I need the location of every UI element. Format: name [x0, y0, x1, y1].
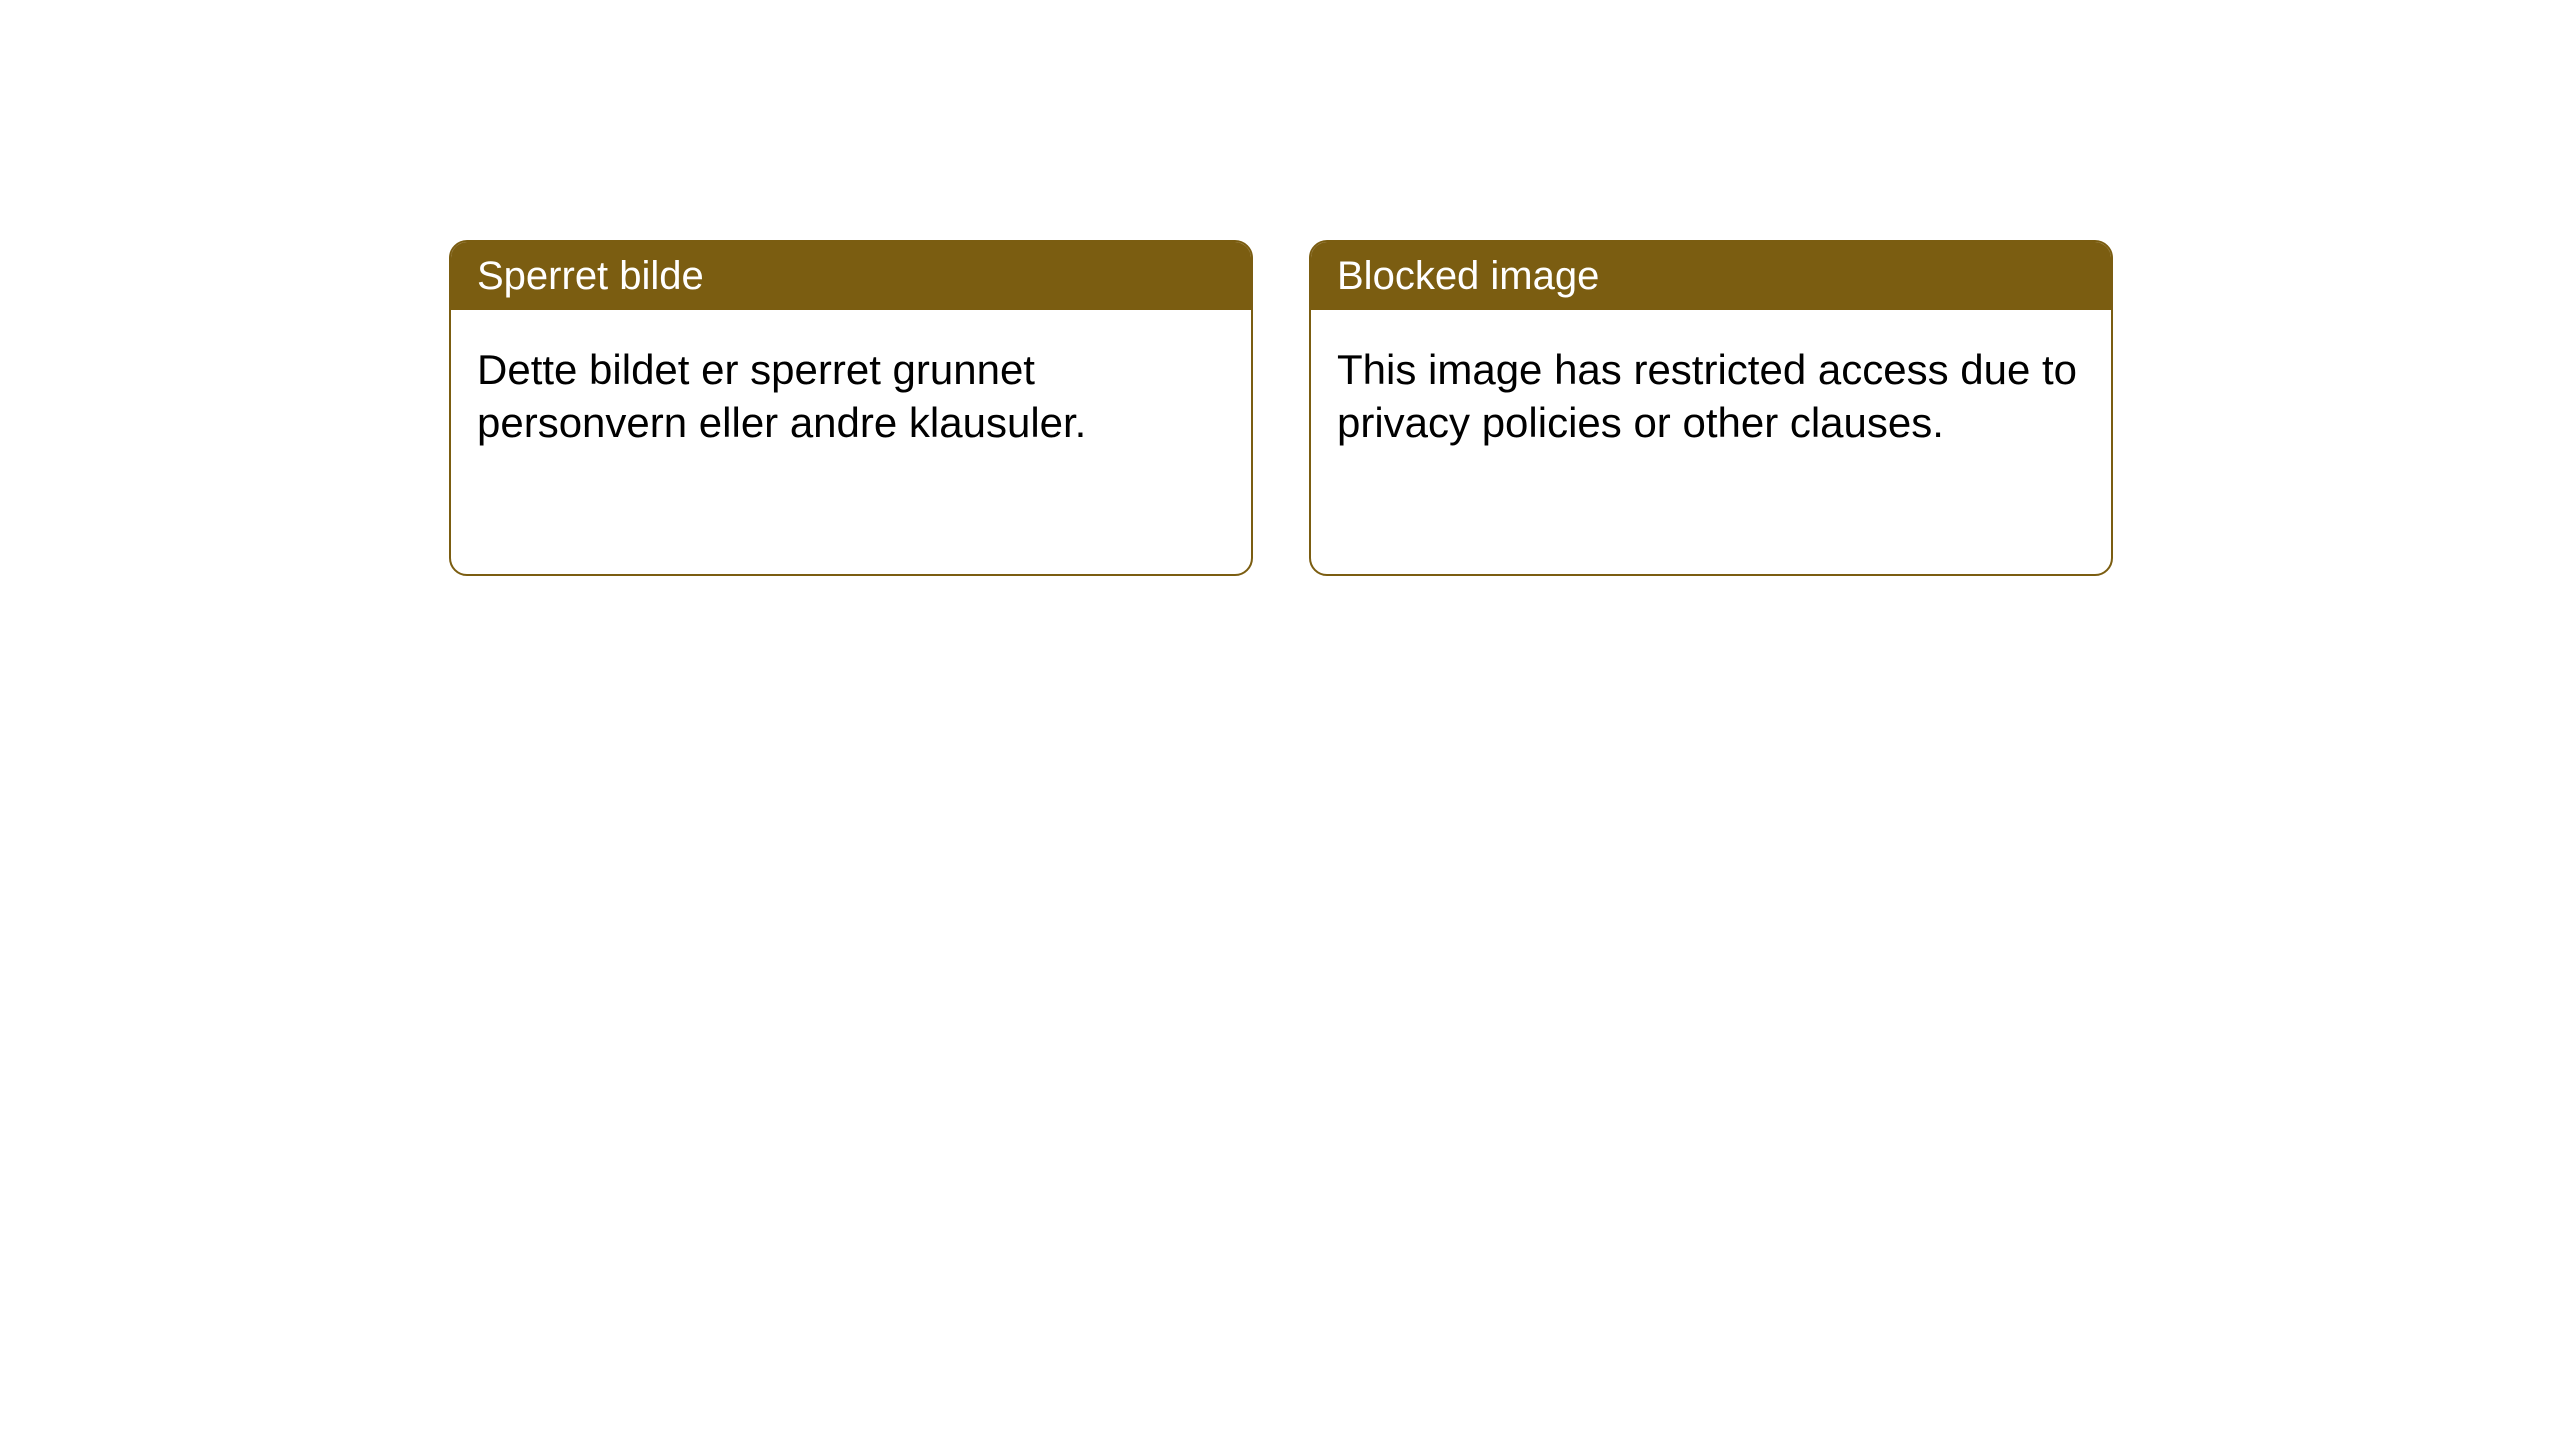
notice-card-english: Blocked image This image has restricted … — [1309, 240, 2113, 576]
notice-header: Blocked image — [1311, 242, 2111, 310]
notice-body-text: Dette bildet er sperret grunnet personve… — [477, 346, 1086, 446]
notice-body-text: This image has restricted access due to … — [1337, 346, 2077, 446]
notice-header: Sperret bilde — [451, 242, 1251, 310]
notice-body: This image has restricted access due to … — [1311, 310, 2111, 483]
notice-container: Sperret bilde Dette bildet er sperret gr… — [0, 0, 2560, 576]
notice-header-text: Blocked image — [1337, 254, 1599, 298]
notice-body: Dette bildet er sperret grunnet personve… — [451, 310, 1251, 483]
notice-card-norwegian: Sperret bilde Dette bildet er sperret gr… — [449, 240, 1253, 576]
notice-header-text: Sperret bilde — [477, 254, 704, 298]
